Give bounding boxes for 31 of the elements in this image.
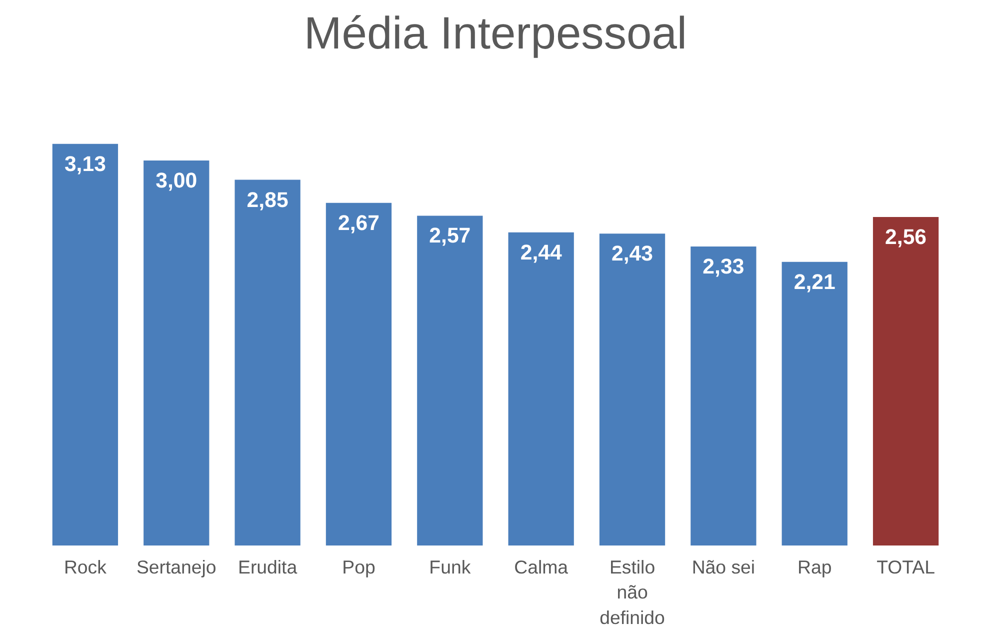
x-tick-label: TOTAL — [876, 556, 935, 578]
data-label: 2,56 — [885, 224, 927, 249]
data-label: 2,44 — [520, 240, 562, 264]
x-tick-label: Sertanejo — [136, 556, 216, 578]
chart-title: Média Interpessoal — [304, 8, 688, 58]
data-label: 2,33 — [702, 254, 744, 278]
data-label: 3,13 — [64, 152, 106, 176]
bar — [782, 262, 848, 546]
data-label: 2,57 — [429, 224, 471, 248]
data-label: 2,85 — [246, 188, 288, 212]
x-tick-label: Rap — [798, 556, 832, 578]
bar — [326, 202, 392, 546]
bar — [872, 216, 939, 546]
bar — [690, 246, 756, 546]
x-tick-label: Não sei — [692, 556, 756, 578]
data-label: 3,00 — [156, 168, 198, 193]
data-label: 2,43 — [612, 242, 654, 266]
bar — [599, 234, 666, 546]
x-tick-label: Calma — [514, 556, 569, 578]
data-label: 2,67 — [338, 210, 380, 235]
bar — [144, 160, 210, 546]
bar — [234, 180, 300, 546]
x-tick-label: Erudita — [238, 556, 298, 578]
x-tick-label: Estilo não definido — [600, 556, 665, 628]
bar — [52, 144, 118, 546]
x-tick-label: Rock — [64, 556, 108, 578]
x-tick-label: Pop — [342, 556, 376, 578]
bar — [508, 232, 574, 546]
bar — [417, 216, 483, 546]
data-label: 2,21 — [794, 270, 836, 294]
x-tick-label: Funk — [429, 556, 472, 578]
